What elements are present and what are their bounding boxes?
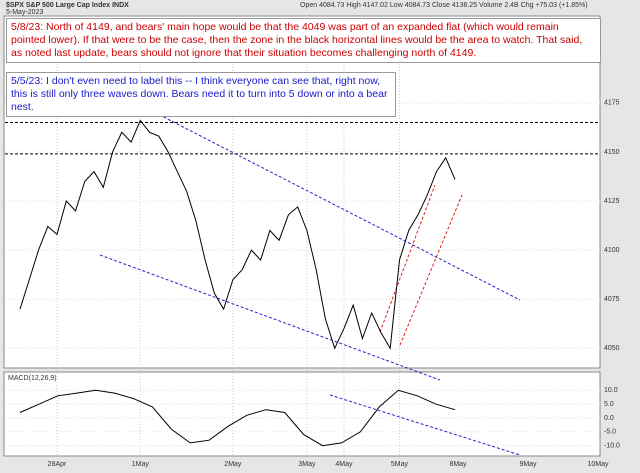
- x-tick-label: 10May: [587, 461, 609, 468]
- y-tick-label: 4100: [604, 247, 620, 254]
- y-tick-label: 4175: [604, 100, 620, 107]
- x-tick-label: 9May: [519, 461, 537, 468]
- y-tick-label: 4050: [604, 345, 620, 352]
- trend-line: [99, 254, 441, 381]
- y-tick-label: 4150: [604, 149, 620, 156]
- macd-title: MACD(12,26,9): [8, 375, 57, 382]
- y-tick-label: 10.0: [604, 387, 618, 394]
- price-line: [19, 389, 456, 447]
- subtitle: 5-May-2023: [6, 9, 43, 16]
- annotation: 5/5/23: I don't even need to label this …: [6, 72, 396, 117]
- chart-title: $SPX S&P 500 Large Cap Index INDX: [6, 2, 129, 9]
- x-tick-label: 8May: [449, 461, 467, 468]
- x-tick-label: 3May: [298, 461, 316, 468]
- x-tick-label: 28Apr: [48, 461, 67, 468]
- price-panel: [3, 15, 601, 369]
- macd-panel: [3, 371, 601, 457]
- y-tick-label: 4075: [604, 296, 620, 303]
- y-tick-label: -5.0: [604, 429, 616, 436]
- x-tick-label: 4May: [335, 461, 353, 468]
- y-tick-label: 0.0: [604, 415, 614, 422]
- trend-line: [329, 394, 521, 456]
- x-tick-label: 2May: [224, 461, 242, 468]
- y-tick-label: 4125: [604, 198, 620, 205]
- x-tick-label: 1May: [132, 461, 150, 468]
- quote: Open 4084.73 High 4147.02 Low 4084.73 Cl…: [300, 2, 588, 9]
- channel-line: [399, 194, 463, 346]
- annotation: 5/8/23: North of 4149, and bears' main h…: [6, 18, 601, 63]
- channel-line: [379, 184, 436, 333]
- x-tick-label: 5May: [391, 461, 409, 468]
- y-tick-label: -10.0: [604, 443, 620, 450]
- price-line: [19, 119, 456, 350]
- trend-line: [149, 109, 521, 301]
- y-tick-label: 5.0: [604, 401, 614, 408]
